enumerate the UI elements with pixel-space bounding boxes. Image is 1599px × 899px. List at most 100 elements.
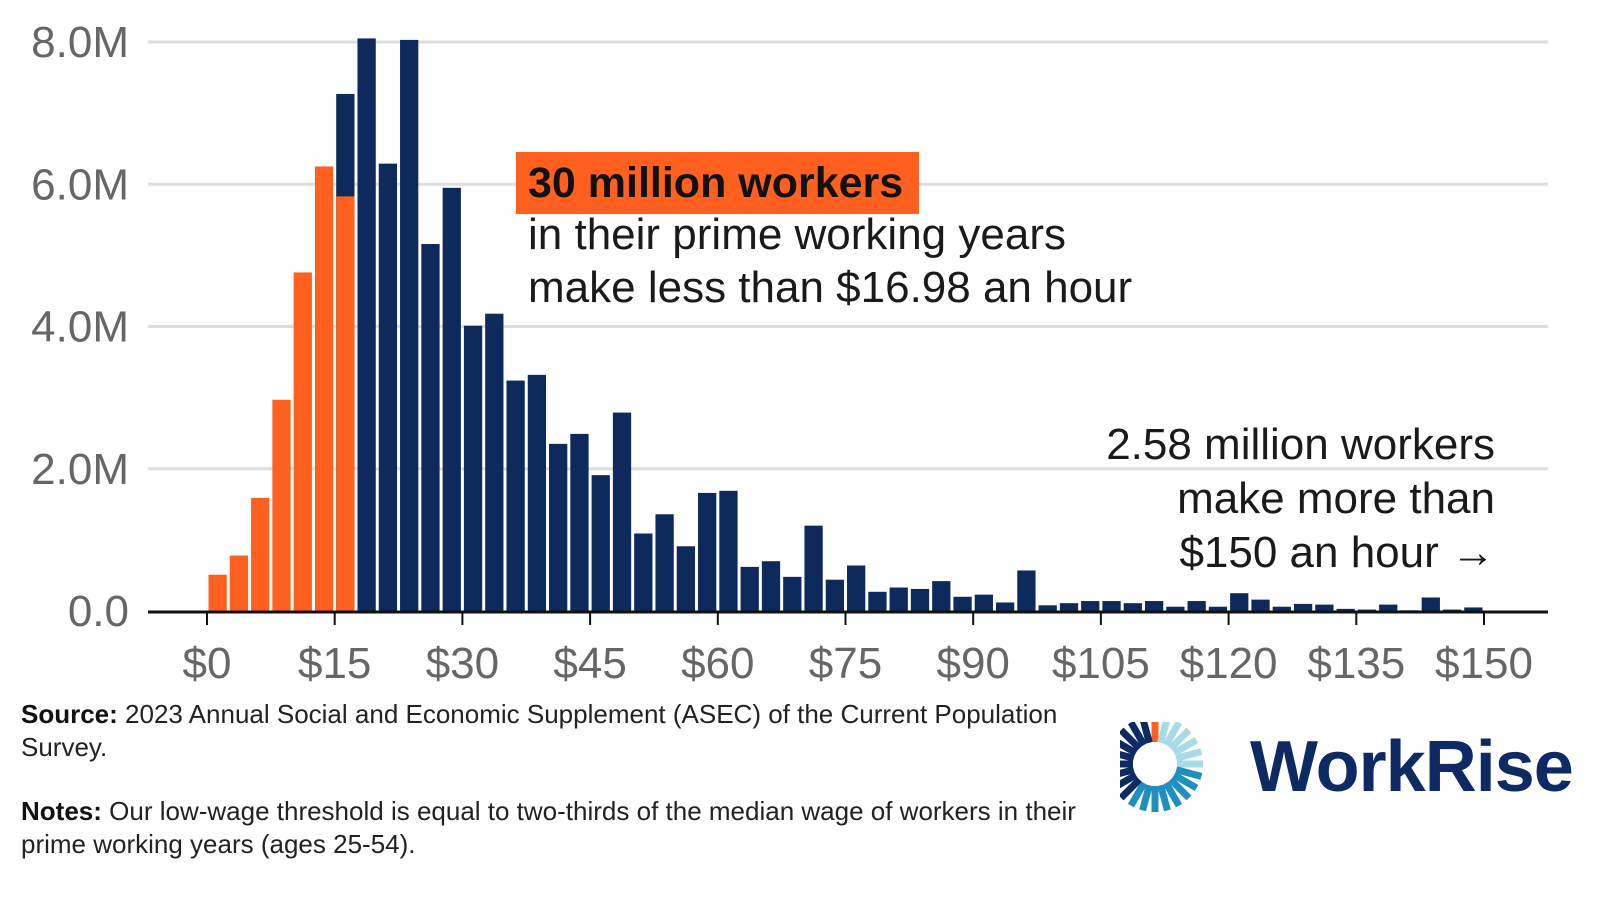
notes-text: Our low-wage threshold is equal to two-t… [21,796,1076,859]
bar [229,555,249,611]
bar [1059,603,1079,611]
source-note: Source: 2023 Annual Social and Economic … [21,698,1121,764]
y-tick-label: 0.0 [68,587,129,636]
logo-ray [1162,720,1183,747]
logo-ray [1139,716,1153,744]
logo-ray [1172,736,1199,757]
bar [910,588,930,611]
callout-line-1: in their prime working years [528,210,1066,259]
workrise-logo: WorkRise [1107,716,1590,832]
y-tick-label: 2.0M [31,445,129,494]
y-tick-label: 6.0M [31,160,129,209]
bar [698,492,717,611]
x-tick-label: $0 [183,639,232,688]
bar [1251,599,1270,611]
y-axis-ticks: 0.0 2.0M 4.0M 6.0M 8.0M [31,18,129,636]
x-tick-label: $135 [1307,639,1405,688]
bar [1102,601,1121,611]
x-tick-label: $150 [1435,639,1533,688]
logo-ray [1118,727,1142,751]
bar [740,566,759,611]
logo-ray [1127,720,1148,747]
bar [1315,604,1334,611]
y-tick-label: 8.0M [31,18,129,67]
histogram-chart: 0.0 2.0M 4.0M 6.0M 8.0M $0 $15 $30 $45 $60 $75 $90… [31,18,1548,688]
bar [485,313,504,611]
logo-ray [1175,766,1203,780]
callout-line-2: make less than $16.98 an hour [528,263,1133,312]
bar [1123,603,1142,611]
workrise-sunburst-icon [1107,716,1203,812]
bar [932,581,951,611]
bar [889,587,908,611]
bar [442,187,461,611]
high-earner-line-2: make more than [1177,474,1495,523]
bar [868,591,887,611]
x-tick-label: $60 [681,639,754,688]
bar [847,565,866,611]
x-tick-label: $120 [1180,639,1278,688]
bar [719,490,738,611]
logo-ray [1175,748,1203,762]
bar [1230,593,1249,611]
logo-ray [1168,777,1192,801]
bar [1336,608,1355,611]
logo-wordmark: WorkRise [1250,727,1574,807]
callout-highlight: 30 million workers [516,152,920,214]
bar-low-wage-portion [336,196,355,611]
x-tick-label: $45 [553,639,626,688]
bar [974,594,993,611]
bar [953,596,972,611]
bar [761,561,781,611]
bar [272,399,291,611]
bar [400,39,419,611]
source-label: Source: [21,699,118,729]
bar [825,579,844,611]
bar [208,574,227,611]
bar [506,380,525,611]
bar [549,443,568,611]
bar [357,38,376,612]
high-earner-note: 2.58 million workers make more than $150… [1106,418,1495,580]
logo-ray [1157,784,1171,812]
bar [1357,609,1377,611]
logo-ray [1127,781,1148,808]
bar [1081,601,1100,611]
x-tick-label: $90 [936,639,1009,688]
logo-ray [1162,781,1183,808]
bar [251,497,270,611]
bar [378,163,398,611]
x-tick-label: $75 [809,639,882,688]
bar [463,325,483,611]
bars [208,38,1483,612]
bar [1144,601,1164,611]
bar [1166,606,1185,611]
bar [527,374,547,611]
y-tick-label: 4.0M [31,303,129,352]
logo-ray [1172,771,1199,792]
high-earner-line-3: $150 an hour → [1179,528,1495,577]
notes-label: Notes: [21,796,102,826]
bar [1421,597,1440,611]
bar [1442,609,1462,611]
bar [1187,601,1206,611]
bar [591,475,610,611]
x-axis-ticks: $0 $15 $30 $45 $60 $75 $90 $105 $120 $135 $150 [183,613,1533,688]
bar [1038,605,1057,611]
bar [1208,606,1228,611]
bar [1017,570,1036,611]
bar [1464,607,1483,611]
x-tick-label: $15 [298,639,371,688]
bar [612,412,632,611]
bar [1293,603,1313,611]
logo-ray [1118,777,1142,801]
bar [655,514,674,611]
bar [421,243,440,611]
high-earner-line-1: 2.58 million workers [1106,420,1495,469]
x-tick-label: $30 [426,639,499,688]
bar [804,525,823,611]
x-tick-label: $105 [1052,639,1150,688]
bar [1379,604,1398,611]
source-text: 2023 Annual Social and Economic Suppleme… [21,699,1058,762]
bar [1272,606,1291,611]
